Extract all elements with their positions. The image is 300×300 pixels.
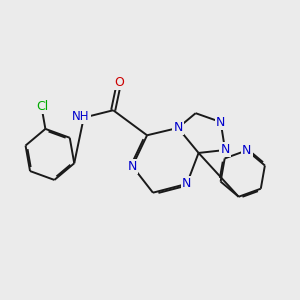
Text: O: O [114,76,124,89]
Text: N: N [173,122,183,134]
Text: Cl: Cl [37,100,49,113]
Text: N: N [216,116,225,128]
Text: N: N [220,143,230,157]
Text: N: N [182,177,191,190]
Text: N: N [242,144,251,157]
Text: NH: NH [72,110,90,123]
Text: N: N [128,160,137,173]
